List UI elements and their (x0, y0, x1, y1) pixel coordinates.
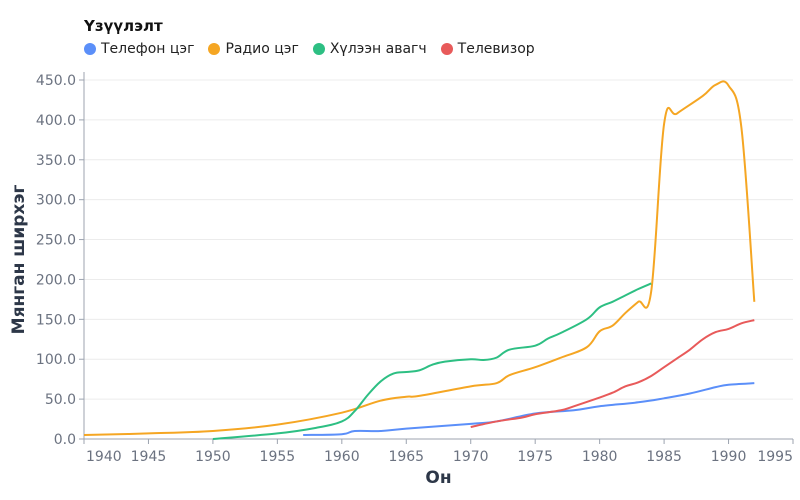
x-axis-title: Он (425, 468, 451, 488)
legend-label: Телефон цэг (101, 41, 195, 57)
x-tick-label: 1980 (582, 449, 618, 465)
y-tick-label: 150.0 (36, 312, 76, 328)
legend-label: Телевизор (457, 41, 535, 57)
legend-item[interactable]: Телефон цэг (84, 41, 194, 57)
y-tick-label: 0.0 (54, 432, 76, 448)
y-tick-label: 450.0 (36, 73, 76, 89)
legend-label: Радио цэг (225, 41, 299, 57)
x-tick-label: 1995 (757, 449, 793, 465)
x-tick-label: 1950 (195, 449, 231, 465)
y-tick-label: 400.0 (36, 113, 76, 129)
x-tick-label: 1940 (86, 449, 122, 465)
y-axis-title: Мянган ширхэг (9, 185, 29, 335)
x-tick-label: 1970 (453, 449, 489, 465)
x-tick-label: 1965 (388, 449, 424, 465)
series-line (470, 319, 755, 429)
legend-dot-icon (440, 43, 453, 55)
y-tick-label: 50.0 (45, 392, 76, 408)
x-tick-label: 1945 (131, 449, 167, 465)
legend-label: Хүлээн авагч (329, 41, 427, 57)
y-tick-label: 200.0 (36, 272, 76, 288)
x-tick-label: 1985 (646, 449, 682, 465)
series-line (83, 80, 756, 437)
legend: Телефон цэг Радио цэг Хүлээн авагч Телевизо… (84, 41, 535, 57)
x-tick-label: 1975 (517, 449, 553, 465)
x-tick-label: 1955 (260, 449, 296, 465)
legend-dot-icon (312, 43, 325, 55)
y-tick-label: 300.0 (36, 193, 76, 209)
y-tick-label: 350.0 (36, 153, 76, 169)
legend-item[interactable]: Телевизор (440, 41, 535, 57)
legend-title: Үзүүлэлт (84, 17, 163, 35)
legend-item[interactable]: Хүлээн авагч (312, 41, 427, 57)
series-line (212, 282, 652, 440)
legend-item[interactable]: Радио цэг (208, 41, 299, 57)
y-tick-label: 100.0 (36, 352, 76, 368)
legend-dot-icon (84, 43, 96, 55)
x-tick-label: 1960 (324, 449, 360, 465)
y-tick-label: 250.0 (36, 233, 76, 249)
legend-dot-icon (208, 43, 221, 55)
x-tick-label: 1990 (711, 449, 747, 465)
